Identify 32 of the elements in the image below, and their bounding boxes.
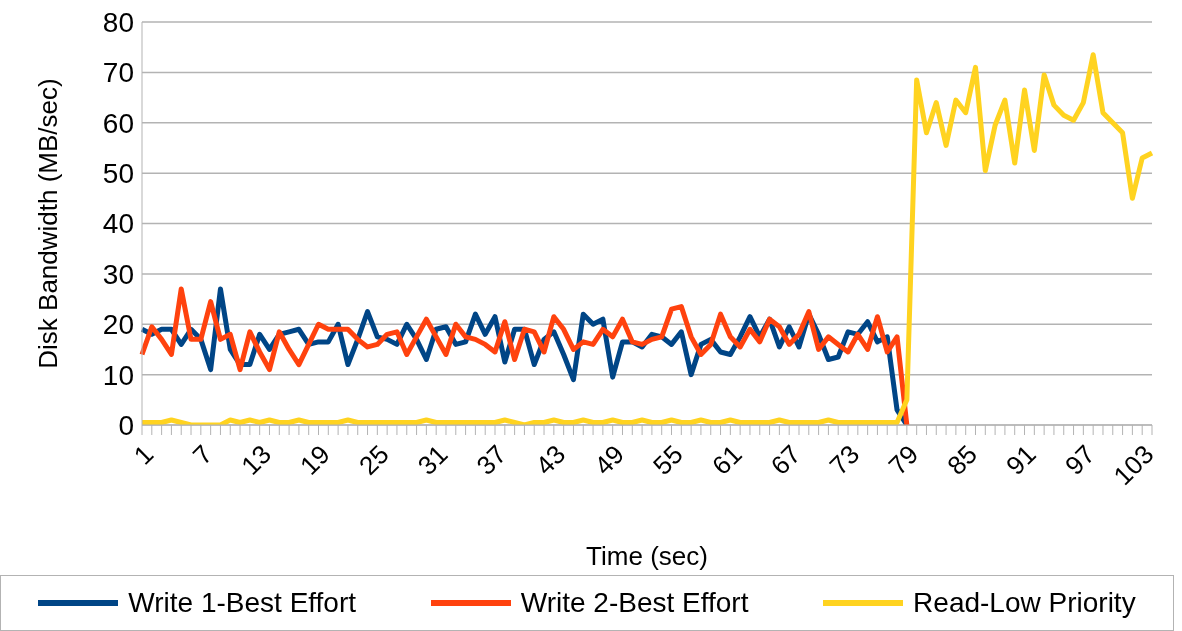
x-tick-label: 31 (411, 439, 454, 481)
x-tick-label: 61 (705, 439, 748, 481)
x-tick-label: 37 (470, 439, 513, 481)
x-tick-label: 43 (529, 439, 572, 481)
legend-label: Read-Low Priority (913, 587, 1136, 619)
legend-label: Write 1-Best Effort (128, 587, 357, 619)
y-tick-label: 40 (102, 208, 134, 240)
x-tick-label: 7 (186, 439, 219, 471)
y-axis-title: Disk Bandwidth (MB/sec) (33, 78, 64, 369)
x-tick-label: 97 (1058, 439, 1101, 481)
x-tick-label: 73 (823, 439, 866, 481)
y-tick-label: 60 (102, 107, 134, 139)
x-tick-label: 85 (941, 439, 983, 481)
legend-label: Write 2-Best Effort (520, 587, 749, 619)
y-tick-label: 50 (102, 158, 134, 190)
x-tick-label: 13 (235, 439, 277, 481)
x-tick-label: 49 (588, 439, 630, 481)
x-tick-label: 91 (1000, 439, 1042, 481)
y-tick-label: 20 (102, 309, 134, 341)
x-tick-label: 19 (294, 439, 336, 481)
y-tick-label: 80 (102, 6, 134, 38)
x-tick-label: 1 (127, 439, 160, 471)
y-tick-label: 10 (102, 359, 134, 391)
x-tick-label: 25 (352, 439, 395, 481)
y-tick-label: 70 (102, 57, 134, 89)
y-tick-label: 0 (118, 409, 134, 441)
x-tick-label: 79 (882, 439, 925, 481)
x-axis-title: Time (sec) (586, 541, 708, 571)
x-tick-label: 103 (1107, 439, 1160, 491)
x-tick-label: 55 (647, 439, 689, 481)
x-tick-label: 67 (764, 439, 807, 481)
y-tick-label: 30 (102, 258, 134, 290)
